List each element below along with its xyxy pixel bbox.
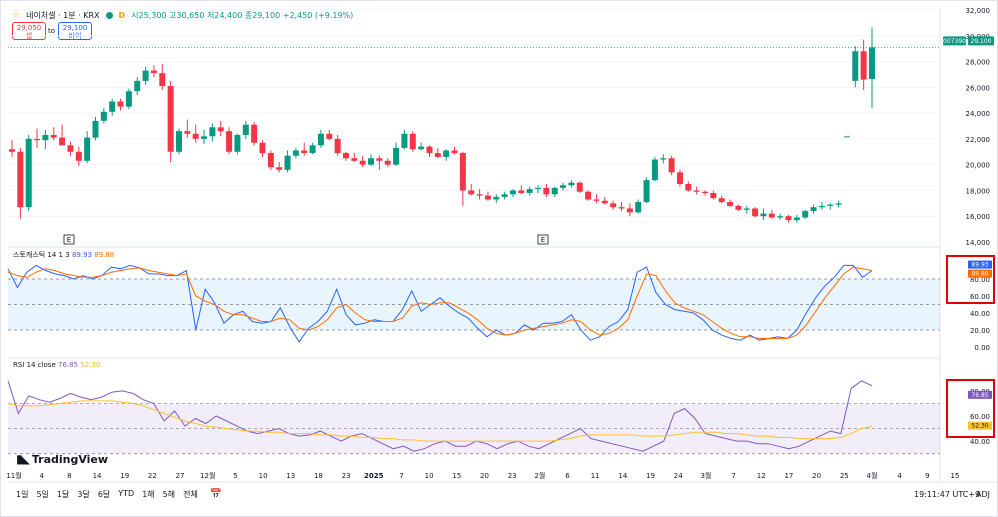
timeframe-button[interactable]: 3달 <box>77 489 90 499</box>
stochastic-legend: 스토캐스틱 14 1 3 89.93 89.88 <box>13 250 114 260</box>
stochastic-d-value: 89.88 <box>94 251 115 259</box>
market-status-icon <box>105 11 113 19</box>
data-badge: D <box>118 10 126 20</box>
rsi-ma-value: 52.30 <box>80 361 101 369</box>
rsi-legend: RSI 14 close 76.85 52.30 <box>13 361 100 369</box>
tradingview-mark-icon: ▮◣ <box>16 452 30 466</box>
buy-price: 29,100 <box>62 24 88 32</box>
calendar-icon[interactable]: 📅 <box>209 488 223 500</box>
to-label: to <box>48 27 56 35</box>
sell-button[interactable]: 29,050 셀 <box>12 22 46 40</box>
clock-readout[interactable]: 19:11:47 UTC+9 <box>914 489 981 499</box>
timeframe-button[interactable]: 전체 <box>183 489 198 499</box>
timeframe-button[interactable]: 5일 <box>36 489 49 499</box>
buy-button[interactable]: 29,100 바이 <box>58 22 92 40</box>
star-icon[interactable]: ☆ <box>12 10 21 20</box>
timeframe-button[interactable]: YTD <box>118 488 135 498</box>
timeframe-button[interactable]: 5해 <box>162 489 176 499</box>
ohlc-readout: 시25,300 고30,650 저24,400 종29,100 +2,450 (… <box>131 10 354 20</box>
timeframe-buttons: 1일 5일 1달 3달 6달 YTD 1해 5해 전체 <box>0 489 198 500</box>
sell-price: 29,050 <box>16 24 42 32</box>
timeframe-button[interactable]: 1달 <box>56 489 70 499</box>
tradingview-logo-text: TradingView <box>31 452 109 466</box>
sell-label: 셀 <box>25 32 33 40</box>
timeframe-button[interactable]: 1해 <box>142 489 155 499</box>
bottom-toolbar: 1일 5일 1달 3달 6달 YTD 1해 5해 전체 📅 19:11:47 UTC+9 ADJ <box>0 485 998 503</box>
stochastic-k-value: 89.93 <box>71 251 92 259</box>
rsi-value: 76.85 <box>58 361 79 369</box>
buy-label: 바이 <box>68 32 82 40</box>
adj-toggle[interactable]: ADJ <box>976 489 990 499</box>
rsi-label[interactable]: RSI 14 close <box>13 361 56 369</box>
tradingview-logo: ▮◣ TradingView <box>16 452 108 466</box>
timeframe-button[interactable]: 1일 <box>16 489 29 499</box>
stochastic-label[interactable]: 스토캐스틱 14 1 3 <box>13 251 70 259</box>
chart-header: ☆ 네이처셀 · 1분 · KRX D 시25,300 고30,650 저24,… <box>12 8 353 22</box>
timeframe-button[interactable]: 6달 <box>97 489 111 499</box>
symbol-title[interactable]: 네이처셀 · 1분 · KRX <box>26 10 100 20</box>
